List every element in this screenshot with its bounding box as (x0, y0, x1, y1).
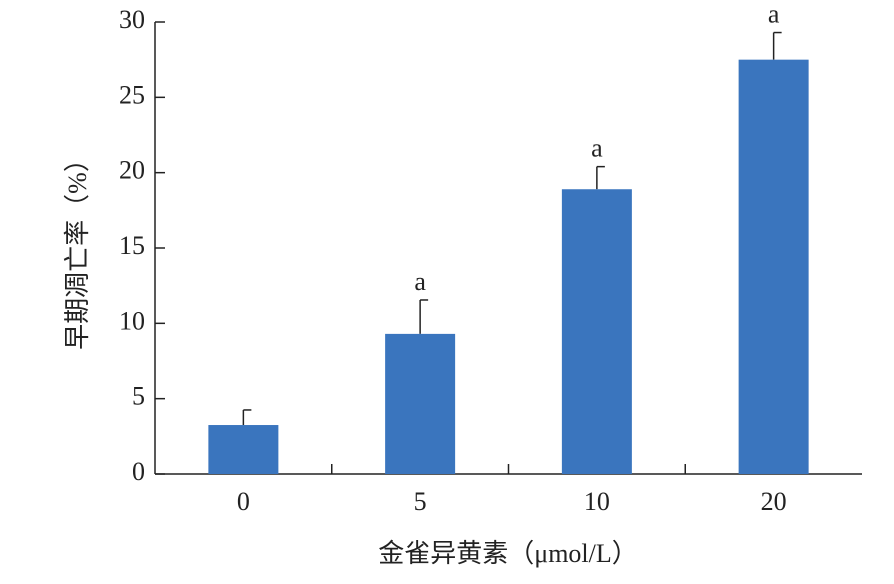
y-tick-label: 15 (119, 231, 145, 260)
y-tick-label: 25 (119, 80, 145, 109)
bar (738, 59, 809, 475)
y-tick-label: 30 (119, 5, 145, 34)
y-tick-label: 10 (119, 306, 145, 335)
y-tick-label: 0 (132, 457, 145, 486)
bar (385, 333, 456, 474)
x-tick-label: 20 (761, 487, 787, 516)
y-tick-label: 20 (119, 156, 145, 185)
y-axis-label: 早期凋亡率（%） (63, 146, 92, 350)
significance-label: a (591, 134, 603, 163)
significance-label: a (768, 0, 780, 29)
x-tick-label: 5 (414, 487, 427, 516)
x-axis-label: 金雀异黄素（μmol/L） (378, 539, 638, 568)
x-tick-label: 0 (237, 487, 250, 516)
y-tick-label: 5 (132, 382, 145, 411)
significance-label: a (414, 267, 426, 296)
bar (208, 425, 279, 474)
bar (561, 189, 632, 475)
x-tick-label: 10 (584, 487, 610, 516)
